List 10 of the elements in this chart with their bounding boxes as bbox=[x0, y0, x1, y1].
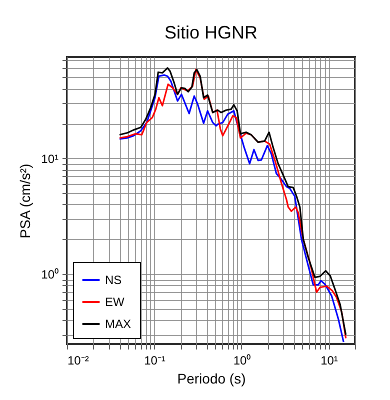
x-tick-label: 10¹ bbox=[320, 354, 338, 368]
x-tick-label: 10⁻¹ bbox=[144, 354, 166, 368]
chart-title: Sitio HGNR bbox=[164, 22, 258, 42]
x-tick-label: 10⁰ bbox=[233, 354, 251, 368]
x-tick-label: 10⁻² bbox=[68, 354, 89, 368]
legend-label: MAX bbox=[105, 317, 132, 331]
x-axis-title: Periodo (s) bbox=[177, 370, 246, 386]
legend-label: NS bbox=[105, 273, 122, 287]
legend-label: EW bbox=[105, 295, 126, 309]
y-axis-title: PSA (cm/s²) bbox=[17, 164, 34, 238]
